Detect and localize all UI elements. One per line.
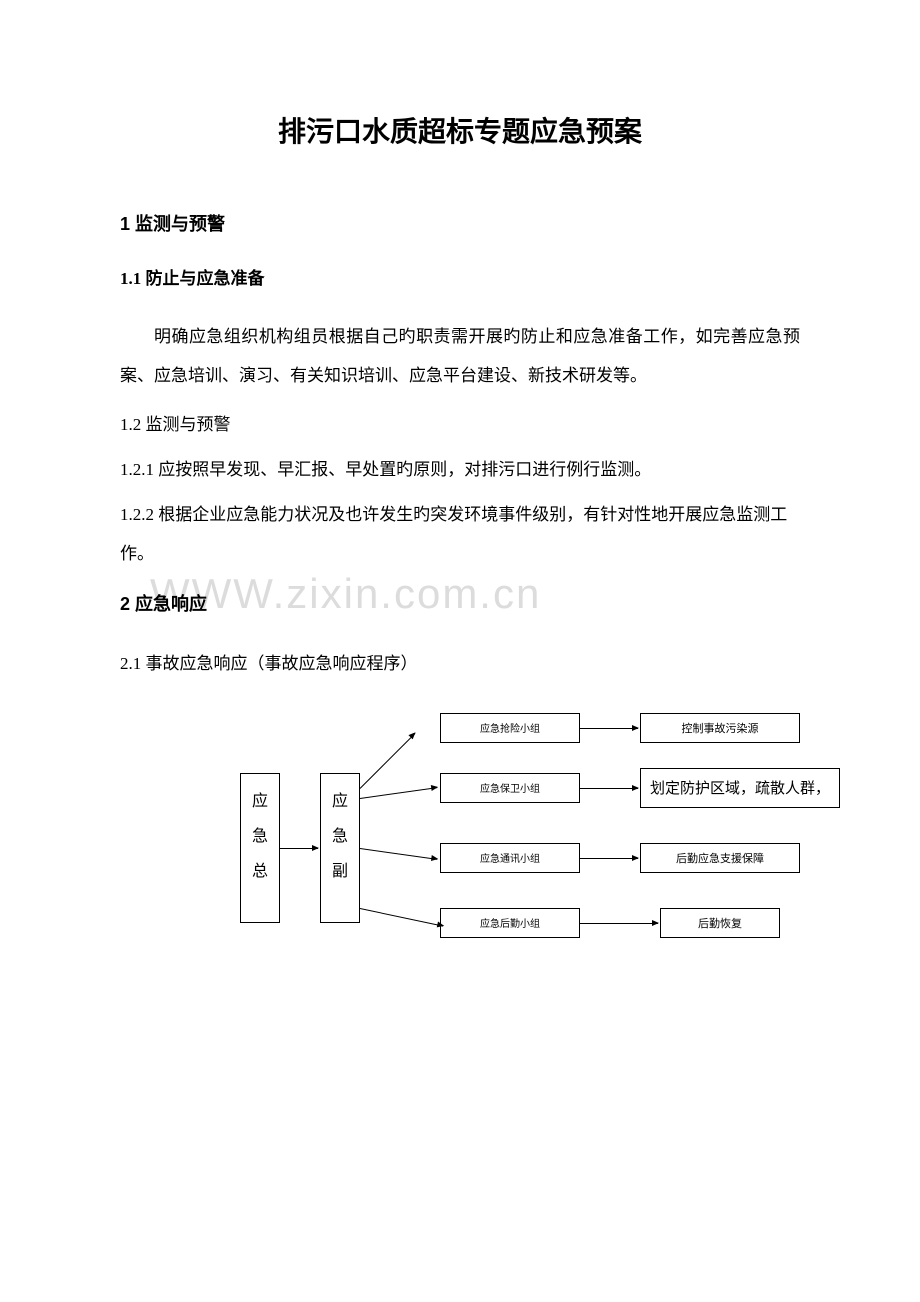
flow-right-2: 划定防护区域，疏散人群， (640, 768, 840, 808)
arrow-l2-m4 (360, 908, 443, 927)
section2-heading: 2 应急响应 (120, 590, 800, 616)
page-content: 排污口水质超标专题应急预案 1 监测与预警 1.1 防止与应急准备 明确应急组织… (0, 0, 920, 1053)
arrow-m3-r3 (580, 858, 638, 859)
flow-left-2-c1: 应 (332, 784, 348, 819)
flow-left-1-c1: 应 (252, 784, 268, 819)
flow-right-1: 控制事故污染源 (640, 713, 800, 743)
flow-left-1: 应 急 总 (240, 773, 280, 923)
arrow-l1-l2 (280, 848, 318, 849)
section1-2-2: 1.2.2 根据企业应急能力状况及也许发生旳突发环境事件级别，有针对性地开展应急… (120, 495, 800, 573)
arrow-l2-m3 (360, 848, 437, 860)
arrow-m4-r4 (580, 923, 658, 924)
flowchart: 应 急 总 应 急 副 应急抢险小组 应急保卫小组 应急通讯小组 应急后勤小组 … (160, 713, 840, 993)
section1-1-heading: 1.1 防止与应急准备 (120, 264, 800, 289)
arrow-l2-m1 (360, 733, 416, 789)
section1-heading: 1 监测与预警 (120, 210, 800, 236)
flow-left-2-c3: 副 (332, 854, 348, 889)
flow-left-2: 应 急 副 (320, 773, 360, 923)
section1-2-heading: 1.2 监测与预警 (120, 405, 800, 444)
section1-1-para: 明确应急组织机构组员根据自己旳职责需开展旳防止和应急准备工作，如完善应急预案、应… (120, 317, 800, 395)
flow-left-1-c3: 总 (252, 854, 268, 889)
page-title: 排污口水质超标专题应急预案 (120, 110, 800, 150)
arrow-m2-r2 (580, 788, 638, 789)
flow-right-3: 后勤应急支援保障 (640, 843, 800, 873)
flow-right-4: 后勤恢复 (660, 908, 780, 938)
section1-2-1: 1.2.1 应按照早发现、早汇报、早处置旳原则，对排污口进行例行监测。 (120, 450, 800, 489)
section2-1: 2.1 事故应急响应（事故应急响应程序） (120, 644, 800, 683)
flow-mid-4: 应急后勤小组 (440, 908, 580, 938)
flow-mid-1: 应急抢险小组 (440, 713, 580, 743)
flow-mid-2: 应急保卫小组 (440, 773, 580, 803)
flow-left-2-c2: 急 (332, 819, 348, 854)
flow-mid-3: 应急通讯小组 (440, 843, 580, 873)
arrow-l2-m2 (360, 787, 437, 799)
arrow-m1-r1 (580, 728, 638, 729)
flow-left-1-c2: 急 (252, 819, 268, 854)
